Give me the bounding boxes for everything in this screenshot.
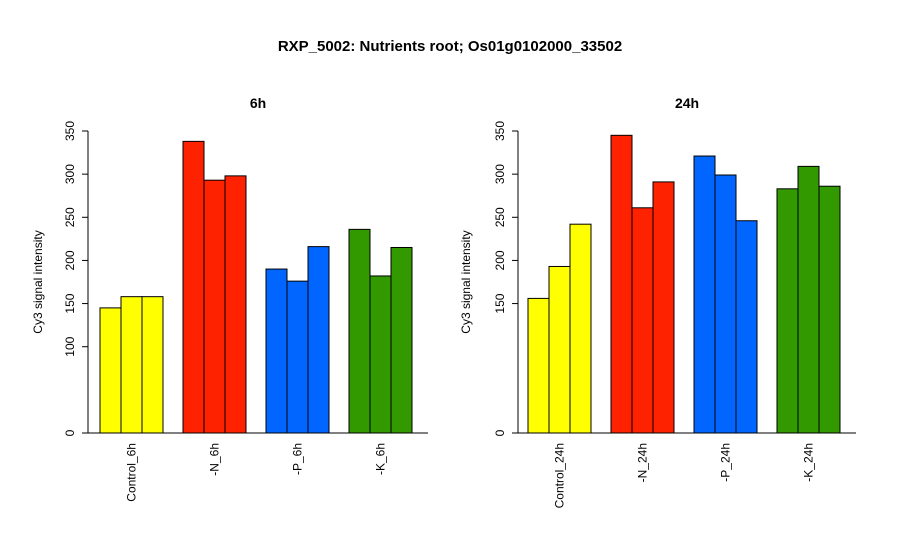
category-label: -P_6h — [291, 443, 305, 475]
y-tick-label: 0 — [493, 429, 507, 436]
bar — [307, 246, 330, 434]
bar — [735, 220, 758, 434]
bar — [527, 297, 550, 434]
bar — [548, 265, 571, 434]
bar — [693, 155, 716, 434]
bar — [141, 296, 164, 434]
bar — [120, 296, 143, 434]
y-tick-label: 300 — [63, 164, 77, 184]
bar — [652, 181, 675, 434]
bar — [348, 228, 371, 434]
category-label: Control_6h — [125, 443, 139, 502]
bar — [631, 207, 654, 434]
bar — [797, 165, 820, 434]
y-tick-label: 350 — [63, 121, 77, 141]
y-tick-label: 350 — [493, 121, 507, 141]
panel-title: 6h — [250, 95, 266, 111]
bar — [610, 134, 633, 434]
bar — [286, 280, 309, 434]
y-axis-label: Cy3 signal intensity — [31, 230, 45, 333]
y-tick-label: 150 — [493, 293, 507, 313]
main-title: RXP_5002: Nutrients root; Os01g0102000_3… — [277, 38, 623, 55]
y-tick-label: 150 — [63, 293, 77, 313]
panel-title: 24h — [675, 95, 699, 111]
y-tick-label: 0 — [63, 429, 77, 436]
bar — [224, 175, 247, 434]
bar — [265, 268, 288, 434]
category-label: -K_6h — [374, 443, 388, 475]
bar — [369, 275, 392, 434]
bar — [818, 185, 841, 434]
y-tick-label: 200 — [493, 250, 507, 270]
y-tick-label: 100 — [63, 336, 77, 356]
y-axis-label: Cy3 signal intensity — [459, 230, 473, 333]
bar — [203, 179, 226, 434]
y-tick-label: 300 — [493, 164, 507, 184]
bar — [776, 188, 799, 434]
bar — [569, 223, 592, 434]
bar — [182, 140, 205, 434]
y-tick-label: 200 — [63, 250, 77, 270]
bar — [714, 174, 737, 434]
bar — [99, 307, 122, 434]
category-label: -N_24h — [636, 443, 650, 482]
category-label: -N_6h — [208, 443, 222, 476]
y-tick-label: 250 — [493, 207, 507, 227]
category-label: -K_24h — [802, 443, 816, 482]
bar — [390, 246, 413, 434]
y-tick-label: 250 — [63, 207, 77, 227]
category-label: -P_24h — [719, 443, 733, 482]
category-label: Control_24h — [553, 443, 567, 508]
